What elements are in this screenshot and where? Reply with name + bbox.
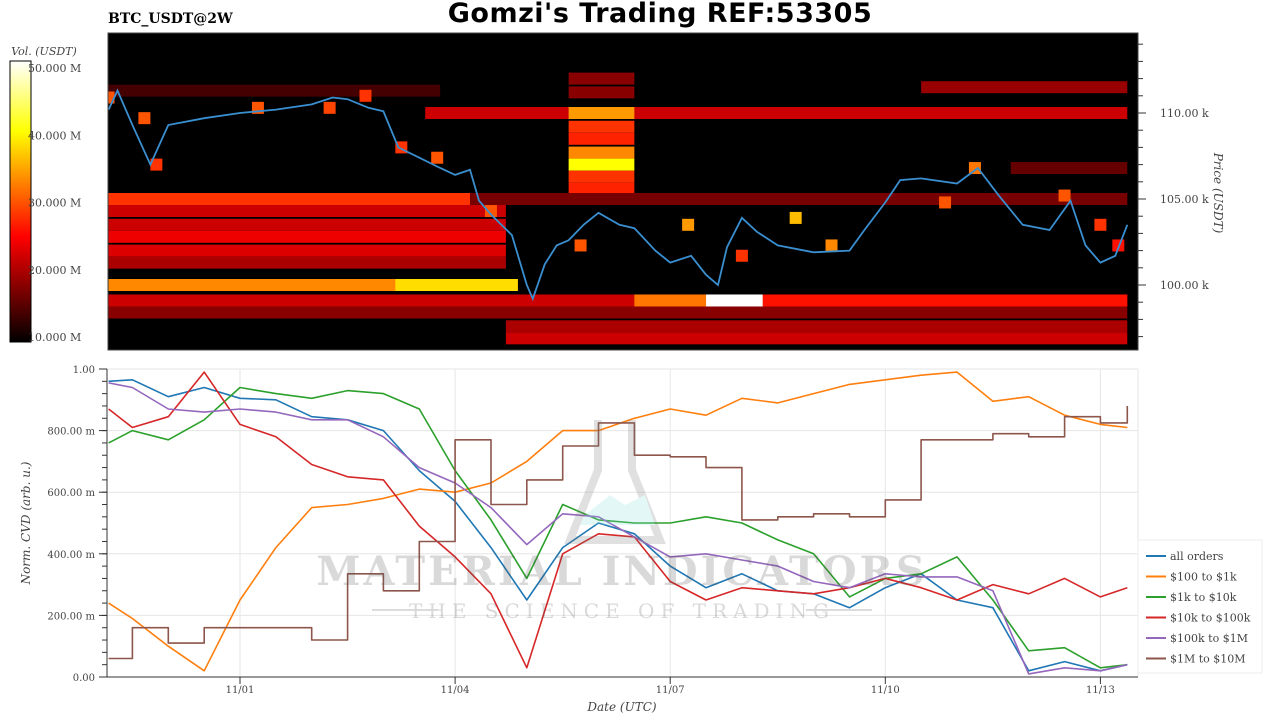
x-axis-title: Date (UTC) [586,700,656,714]
heatmap-band [568,107,635,119]
legend: all orders $100 to $1k $1k to $10k $10k to … [1137,539,1263,674]
heatmap-band [108,244,506,257]
colorbar [9,60,32,343]
x-tick-label: 11/13 [1086,685,1115,696]
heatmap-band [425,107,1128,119]
colorbar-tick-label: 40.000 M [28,129,81,142]
heatmap-frame [107,32,1139,351]
heatmap-band [921,81,1128,94]
heatmap-cell [682,218,695,231]
watermark-line1: MATERIAL INDICATORS [316,548,928,595]
y-axis-title: Norm. CVD (arb. u.) [19,461,33,585]
heatmap-cells [108,72,1129,345]
heatmap-band [568,86,635,99]
legend-label: $10k to $100k [1170,612,1251,625]
x-tick-label: 11/01 [226,685,255,696]
series-line-all-orders [108,378,1128,672]
heatmap-cell [108,91,115,104]
heatmap-band [108,306,1128,319]
series-group [108,371,1129,675]
colorbar-tick-label: 10.000 M [28,331,81,344]
watermark: MATERIAL INDICATORS THE SCIENCE OF TRADI… [316,420,928,623]
legend-label: $100 to $1k [1170,571,1237,584]
heatmap-band [706,294,763,307]
watermark-line2: THE SCIENCE OF TRADING [409,599,835,623]
price-line [108,88,1129,302]
y-tick-label: 1.00 [73,365,95,376]
price-axis-title: Price (USDT) [1211,152,1225,234]
heatmap-band [634,294,707,307]
legend-label: $100k to $1M [1170,632,1248,645]
heatmap-band [568,170,635,183]
heatmap-cell [789,211,802,224]
heatmap-band [395,279,518,291]
series-line--10k-to-100k [108,371,1128,669]
heatmap-cell [150,158,163,171]
flask-logo-icon [564,420,666,544]
series-line--1k-to-10k [108,386,1128,669]
heatmap-plot: 100.00 k 105.00 k 110.00 k Price (USDT) Vol.… [9,32,1225,351]
heatmap-band [108,84,441,97]
legend-label: $1M to $10M [1170,653,1246,666]
y-tick-label: 800.00 m [47,427,95,438]
series-line--100-to-1k [108,371,1128,672]
heatmap-band [108,256,506,269]
heatmap-band [762,294,1128,307]
price-tick-label: 110.00 k [1160,107,1209,120]
heatmap-cell [968,162,981,175]
legend-label: $1k to $10k [1170,591,1237,604]
legend-label: all orders [1170,550,1224,563]
x-tick-label: 11/07 [656,685,685,696]
price-tick-label: 105.00 k [1160,193,1209,206]
legend-box [1137,539,1263,674]
heatmap-cell [1058,189,1071,202]
y-tick-label: 200.00 m [47,611,95,622]
heatmap-cell [359,89,372,102]
colorbar-tick-label: 30.000 M [28,197,81,210]
colorbar-tick-label: 20.000 M [28,264,81,277]
heatmap-band [568,120,635,133]
heatmap-band [108,218,506,231]
heatmap-cell [939,196,952,209]
x-tick-label: 11/04 [441,685,470,696]
chart-subtitle: BTC_USDT@2W [108,11,233,27]
series-line--1m-to-10m [108,406,1129,660]
page-title: Gomzi's Trading REF:53305 [447,0,873,29]
heatmap-band [568,146,635,159]
heatmap-band [108,193,471,205]
heatmap-band [470,193,1128,205]
heatmap-band [108,205,506,218]
heatmap-band [505,320,1128,333]
heatmap-cell [1094,218,1107,231]
heatmap-band [505,332,1128,345]
price-tick-label: 100.00 k [1160,279,1209,292]
heatmap-band [108,230,506,243]
heatmap-cell [138,112,151,125]
heatmap-band [568,158,635,171]
heatmap-cell [484,205,497,218]
y-tick-label: 400.00 m [47,550,95,561]
y-tick-label: 0.00 [73,673,95,684]
heatmap-cell [735,249,748,262]
heatmap-cell [431,151,444,164]
heatmap-cell [251,101,264,114]
heatmap-band [568,182,635,195]
heatmap-band [568,72,635,85]
heatmap-cell [323,101,336,114]
colorbar-title: Vol. (USDT) [11,45,77,58]
y-tick-label: 600.00 m [47,488,95,499]
colorbar-tick-label: 50.000 M [28,62,81,75]
x-tick-label: 11/10 [871,685,900,696]
heatmap-cell [825,239,838,252]
heatmap-cell [574,239,587,252]
series-line--100k-to-1m [108,382,1128,675]
heatmap-band [1010,162,1128,175]
heatmap-band [568,132,635,145]
